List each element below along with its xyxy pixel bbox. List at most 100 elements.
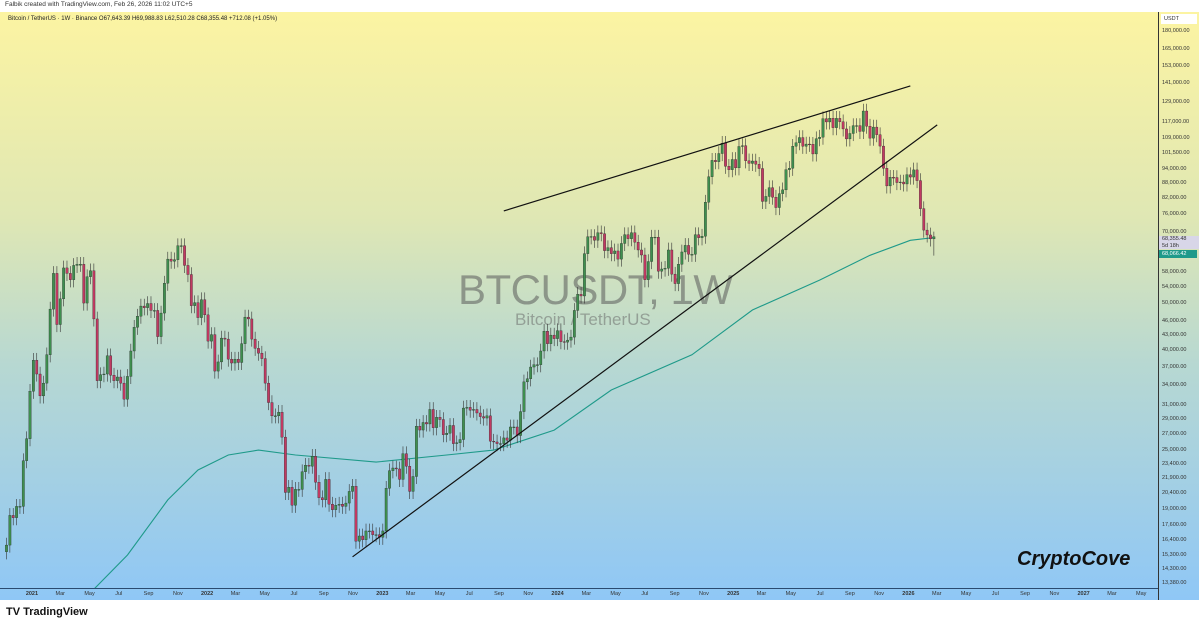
candle-down (331, 504, 334, 510)
candle-up (630, 232, 633, 239)
candle-up (781, 189, 785, 194)
candle-down (371, 530, 375, 535)
candle-up (485, 415, 489, 419)
candle-up (25, 438, 29, 461)
tradingview-brand[interactable]: TV TradingView (6, 606, 88, 618)
candle-up (855, 125, 858, 127)
price-tick-label: 109,000.00 (1162, 134, 1190, 141)
candle-up (448, 425, 452, 434)
candle-up (512, 426, 516, 428)
candle-down (257, 348, 260, 354)
last-price: 68,355.48 (1162, 236, 1187, 242)
candle-down (673, 273, 677, 284)
candle-down (895, 177, 899, 183)
candle-down (223, 337, 227, 340)
candle-up (411, 476, 415, 492)
time-tick-label: Jul (641, 591, 649, 597)
candle-up (435, 417, 438, 428)
price-tick-label: 43,000.00 (1162, 332, 1187, 339)
price-tick-label: 34,000.00 (1162, 381, 1187, 388)
candle-up (620, 243, 623, 260)
time-tick-label: Jul (290, 591, 298, 597)
candle-up (310, 456, 314, 467)
candle-up (72, 265, 76, 280)
candle-down (95, 318, 99, 381)
candle-down (824, 118, 828, 123)
candle-down (552, 334, 556, 339)
candle-up (159, 312, 163, 337)
candle-up (116, 376, 119, 381)
time-tick-label: Mar (581, 591, 592, 597)
candle-down (492, 440, 496, 443)
candle-up (791, 146, 795, 169)
price-tick-label: 31,000.00 (1162, 401, 1187, 408)
candle-up (764, 196, 768, 202)
candle-down (908, 174, 912, 178)
time-tick-label: 2024 (551, 591, 564, 597)
candle-up (872, 126, 875, 139)
candle-up (126, 376, 129, 400)
price-tick-label: 16,400.00 (1162, 536, 1187, 543)
candle-down (687, 245, 690, 255)
candle-down (754, 160, 758, 165)
candle-down (247, 316, 250, 320)
candle-down (603, 233, 606, 251)
time-tick-label: Mar (756, 591, 767, 597)
candle-up (176, 245, 180, 260)
candle-up (243, 316, 247, 344)
candle-up (344, 502, 348, 507)
time-tick-label: Sep (494, 591, 504, 597)
price-tick-label: 27,000.00 (1162, 430, 1187, 437)
candle-up (421, 422, 425, 431)
candle-down (250, 318, 254, 340)
candle-down (546, 331, 549, 344)
candle-down (55, 273, 59, 325)
candle-down (468, 407, 472, 411)
candle-up (700, 236, 704, 238)
candle-up (804, 143, 808, 147)
candle-down (317, 482, 321, 498)
candle-down (858, 125, 862, 132)
time-tick-label: May (960, 591, 972, 597)
candle-up (99, 374, 102, 381)
candle-up (233, 358, 237, 364)
candle-up (525, 378, 529, 383)
time-tick-label: 2026 (902, 591, 915, 597)
candle-up (458, 439, 462, 443)
candle-down (771, 187, 774, 198)
candle-up (277, 412, 281, 417)
candle-up (294, 489, 297, 506)
time-tick-label: Mar (1107, 591, 1117, 597)
time-tick-label: May (84, 591, 95, 597)
candle-up (85, 276, 89, 304)
candle-up (297, 489, 301, 491)
candle-up (357, 535, 361, 542)
price-tick-label: 70,000.00 (1162, 228, 1187, 235)
candle-up (522, 381, 526, 412)
candle-down (361, 535, 365, 540)
candle-down (142, 305, 146, 308)
symbol-legend[interactable]: Bitcoin / TetherUS · 1W · Binance O67,64… (8, 16, 278, 22)
candle-down (35, 360, 39, 375)
candle-up (690, 254, 694, 256)
candle-up (62, 267, 65, 300)
candle-down (196, 302, 200, 318)
candle-down (11, 515, 15, 518)
time-tick-label: Sep (143, 591, 154, 597)
candle-up (105, 355, 109, 375)
price-tick-label: 153,000.00 (1162, 62, 1190, 69)
candle-down (626, 234, 630, 239)
chart-area[interactable] (0, 12, 1199, 600)
time-tick-label: Sep (669, 591, 680, 597)
time-tick-label: Sep (318, 591, 329, 597)
candle-down (38, 373, 42, 397)
watermark-symbol: BTCUSDT, 1W (458, 266, 733, 313)
candle-down (892, 177, 895, 179)
rising-support-trendline (352, 124, 938, 558)
candle-up (193, 302, 197, 306)
time-tick-label: Sep (1020, 591, 1030, 597)
candle-up (240, 343, 244, 363)
candle-down (656, 236, 660, 272)
candle-up (415, 426, 418, 477)
candle-down (109, 355, 113, 376)
